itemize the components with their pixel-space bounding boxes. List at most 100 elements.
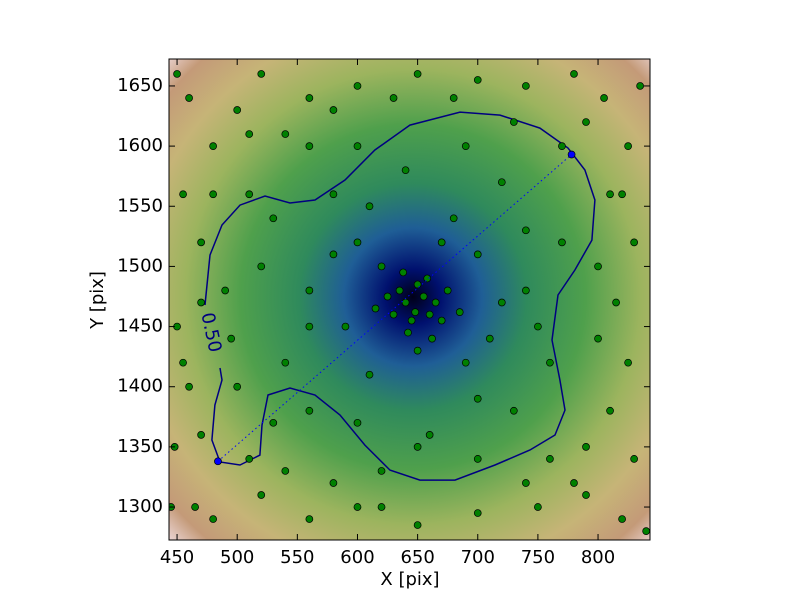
scatter-point [558, 142, 566, 150]
contour-line [204, 111, 596, 481]
scatter-point [509, 406, 518, 415]
scatter-point [281, 467, 290, 475]
scatter-point [329, 190, 338, 199]
scatter-point [600, 94, 608, 102]
scatter-point [305, 406, 314, 415]
scatter-point [428, 334, 436, 343]
x-tick-label: 700 [461, 547, 495, 568]
scatter-point [473, 455, 482, 463]
scatter-point [329, 479, 338, 487]
scatter-point [209, 190, 217, 199]
scatter-point [437, 316, 446, 325]
scatter-point [425, 310, 434, 319]
scatter-point [209, 142, 217, 150]
scatter-point [407, 316, 416, 325]
scatter-point [636, 82, 644, 90]
scatter-point [329, 250, 338, 259]
scatter-point [209, 515, 217, 523]
scatter-point [233, 106, 242, 114]
scatter-point [546, 455, 554, 463]
x-tick-label: 800 [581, 547, 615, 568]
scatter-point [522, 479, 530, 487]
scatter-point [419, 292, 428, 301]
scatter-point [377, 262, 386, 271]
scatter-point [570, 70, 578, 78]
scatter-point [437, 238, 446, 247]
scatter-point [570, 479, 578, 487]
scatter-point [197, 238, 205, 247]
scatter-point [233, 382, 242, 391]
scatter-point [473, 509, 482, 517]
y-tick-label: 1400 [117, 376, 163, 397]
scatter-point [227, 334, 236, 343]
scatter-point [473, 76, 482, 84]
scatter-point [353, 82, 362, 90]
y-tick-label: 1350 [117, 436, 163, 457]
scatter-point [618, 515, 626, 523]
scatter-point [455, 308, 464, 316]
scatter-point [449, 214, 458, 223]
scatter-point [383, 292, 392, 301]
scatter-point [257, 262, 266, 271]
x-tick-label: 750 [521, 547, 555, 568]
scatter-point [305, 94, 314, 102]
scatter-point [305, 286, 314, 295]
scatter-point [594, 334, 602, 343]
scatter-point [221, 286, 230, 295]
scatter-point [389, 94, 398, 102]
scatter-point [546, 358, 554, 367]
scatter-point [413, 346, 422, 355]
scatter-point [473, 250, 482, 259]
y-tick-label: 1600 [117, 135, 163, 156]
scatter-point [395, 286, 404, 295]
scatter-point [630, 238, 638, 247]
scatter-point [413, 443, 422, 451]
scatter-point [582, 491, 590, 499]
scatter-point [522, 226, 530, 235]
scatter-point [624, 358, 632, 367]
scatter-point [423, 274, 432, 283]
scatter-point [179, 358, 187, 367]
scatter-point [606, 190, 614, 199]
scatter-point [606, 406, 614, 415]
scatter-point [341, 322, 350, 331]
scatter-point [269, 214, 278, 223]
scatter-point [413, 521, 422, 529]
scatter-point [413, 280, 422, 289]
scatter-point [642, 527, 650, 535]
axes-frame [168, 58, 651, 541]
scatter-point [582, 443, 590, 451]
connector-line [217, 154, 572, 462]
scatter-point [411, 308, 420, 316]
scatter-point [281, 130, 290, 138]
plot-area [169, 70, 650, 535]
scatter-point [485, 334, 494, 343]
scatter-point [449, 94, 458, 102]
x-tick-label: 600 [340, 547, 374, 568]
scatter-point [329, 106, 338, 114]
scatter-point [257, 491, 266, 499]
scatter-point [567, 150, 576, 159]
scatter-point [377, 467, 386, 475]
scatter-point [534, 503, 542, 511]
scatter-point [214, 457, 222, 466]
scatter-point [624, 142, 632, 150]
scatter-point [305, 322, 314, 331]
scatter-point [197, 298, 205, 307]
scatter-point [497, 298, 506, 307]
scatter-point [257, 70, 266, 78]
y-tick-label: 1450 [117, 316, 163, 337]
y-tick-label: 1300 [117, 496, 163, 517]
scatter-point [558, 238, 566, 247]
y-axis-label: Y [pix] [87, 271, 108, 330]
scatter-point [534, 322, 542, 331]
scatter-point [497, 178, 506, 187]
scatter-point [353, 503, 362, 511]
scatter-point [245, 190, 254, 199]
scatter-point [353, 418, 362, 427]
scatter-point [365, 202, 374, 211]
scatter-point [245, 455, 254, 463]
scatter-point [197, 430, 205, 439]
scatter-point [404, 328, 412, 337]
scatter-point [413, 70, 422, 78]
